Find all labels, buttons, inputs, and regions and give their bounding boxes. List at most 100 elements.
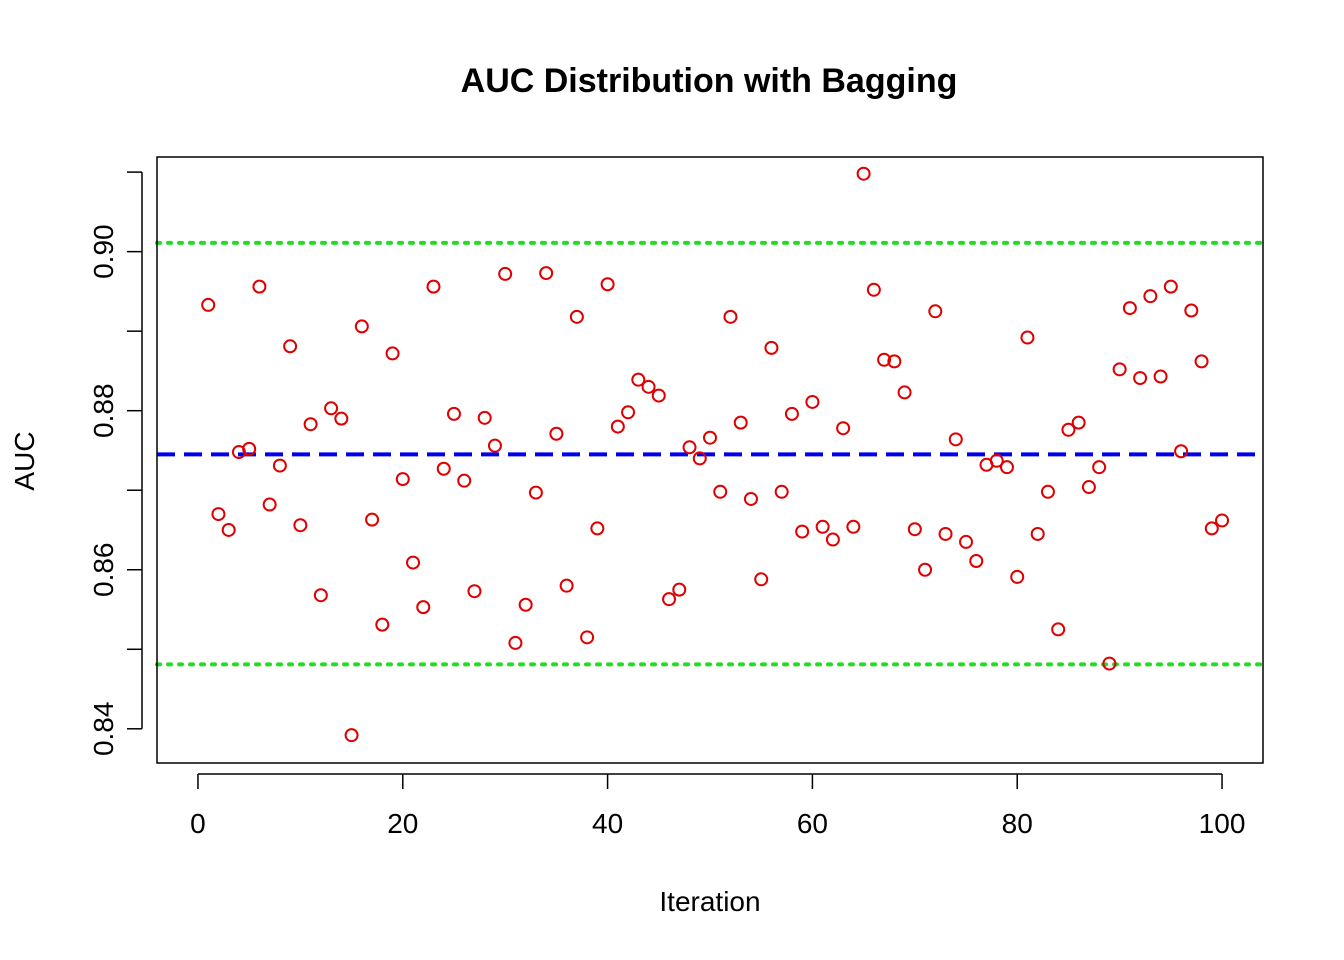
x-tick-label: 80 [1002,808,1033,839]
data-point [928,304,943,319]
y-tick-label: 0.86 [88,542,119,597]
data-point [733,415,748,430]
data-point [1163,279,1178,294]
x-axis-label: Iteration [659,886,760,917]
data-point [866,282,881,297]
data-point [1020,330,1035,345]
data-point [1010,569,1025,584]
data-point [918,562,933,577]
data-point [610,419,625,434]
data-point [641,379,656,394]
data-point [313,588,328,603]
data-point [1143,289,1158,304]
x-axis: 0 20 40 60 80 100 [190,773,1245,839]
data-point [252,279,267,294]
data-point [262,497,277,512]
data-point [795,524,810,539]
x-tick-label: 40 [592,808,623,839]
data-point [1204,521,1219,536]
data-point [1194,354,1209,369]
data-point [999,460,1014,475]
data-point [1081,480,1096,495]
data-point [692,451,707,466]
data-point [518,597,533,612]
data-point [805,394,820,409]
data-point [846,519,861,534]
data-point [784,406,799,421]
data-point [303,417,318,432]
y-axis-label: AUC [9,431,40,490]
data-point [815,519,830,534]
data-point [457,473,472,488]
data-point [559,578,574,593]
data-point [385,346,400,361]
y-tick-label: 0.90 [88,224,119,279]
x-tick-label: 20 [387,808,418,839]
data-point [651,388,666,403]
data-point [590,521,605,536]
data-point [1133,371,1148,386]
data-point [283,339,298,354]
data-point [467,584,482,599]
data-point [938,526,953,541]
data-point [395,472,410,487]
data-point [754,572,769,587]
data-point [549,426,564,441]
data-point [201,297,216,312]
data-point [1051,622,1066,637]
data-point [365,512,380,527]
data-point [1153,369,1168,384]
data-point [487,438,502,453]
x-tick-label: 60 [797,808,828,839]
reference-lines [155,240,1265,667]
data-point [825,532,840,547]
data-point [528,485,543,500]
data-point [477,410,492,425]
data-point [498,266,513,281]
data-point [877,352,892,367]
data-point [959,534,974,549]
data-point [1092,460,1107,475]
data-point [774,484,789,499]
data-point [764,340,779,355]
data-point [211,507,226,522]
y-tick-label: 0.88 [88,383,119,438]
data-point [672,582,687,597]
y-tick-label: 0.84 [88,702,119,757]
data-point [600,277,615,292]
data-point [1215,513,1230,528]
data-point [354,319,369,334]
data-point [242,441,257,456]
data-point [416,600,431,615]
data-point [1174,444,1189,459]
data-point [324,401,339,416]
data-point [334,411,349,426]
data-point [1040,484,1055,499]
data-point [621,405,636,420]
data-point [969,554,984,568]
data-point [1112,362,1127,377]
data-point [1030,526,1045,541]
data-point [948,432,963,447]
data-point [897,385,912,400]
data-point [1061,422,1076,437]
data-point [426,279,441,294]
data-point [1122,301,1137,316]
data-point [703,430,717,445]
plot-frame [156,156,1264,764]
data-point [1102,656,1117,671]
data-point [743,491,758,506]
data-point [682,440,697,455]
data-point [723,309,738,324]
data-point [508,635,523,650]
data-point [580,630,595,645]
data-point [907,522,922,537]
data-point [375,617,390,632]
data-point [539,266,554,281]
data-point [1184,303,1199,318]
data-point [713,484,728,499]
data-point [989,453,1004,468]
data-point [631,372,646,387]
data-points [201,166,1230,743]
